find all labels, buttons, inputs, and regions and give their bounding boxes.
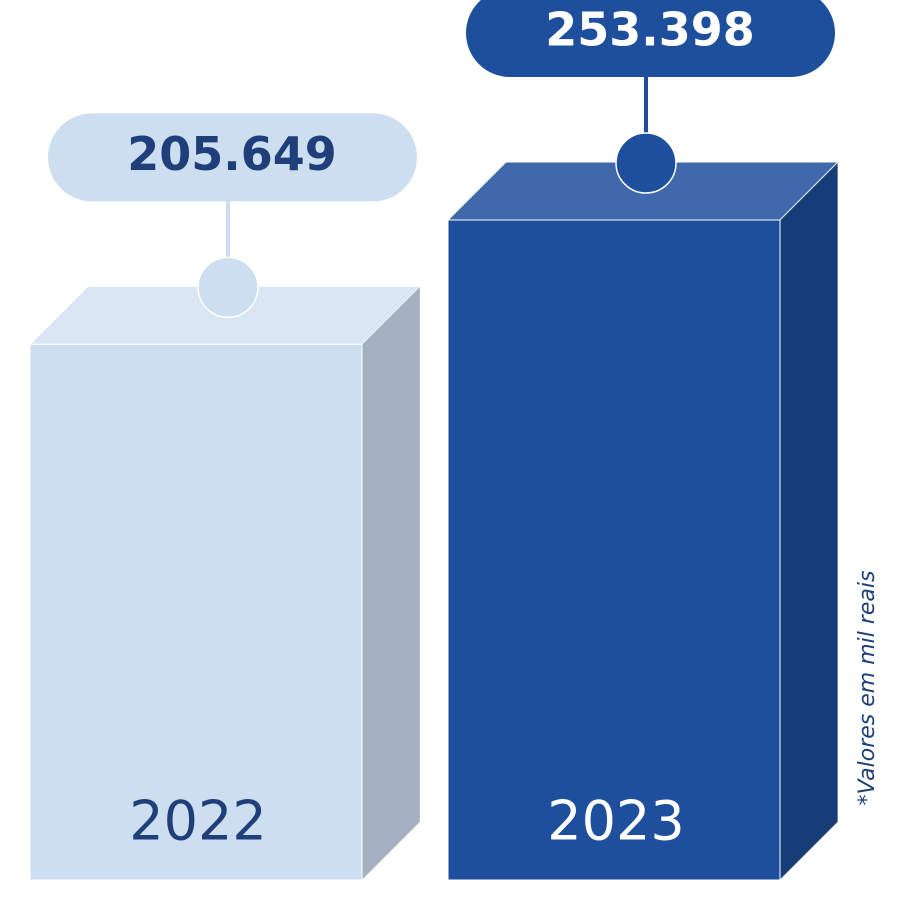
value-label: 205.649 xyxy=(127,127,337,181)
callout-dot xyxy=(197,256,259,319)
value-pill xyxy=(48,113,417,202)
bar xyxy=(447,219,781,881)
bar-side-shade xyxy=(362,286,420,881)
category-label: 2022 xyxy=(129,790,266,853)
value-label: 253.398 xyxy=(545,3,755,57)
note: *Valores em mil reais xyxy=(855,571,880,806)
bar-side-shade xyxy=(780,162,838,880)
bar xyxy=(29,343,363,881)
callout-dot xyxy=(615,132,677,194)
category-label: 2023 xyxy=(547,790,684,853)
value-pill xyxy=(466,0,835,77)
